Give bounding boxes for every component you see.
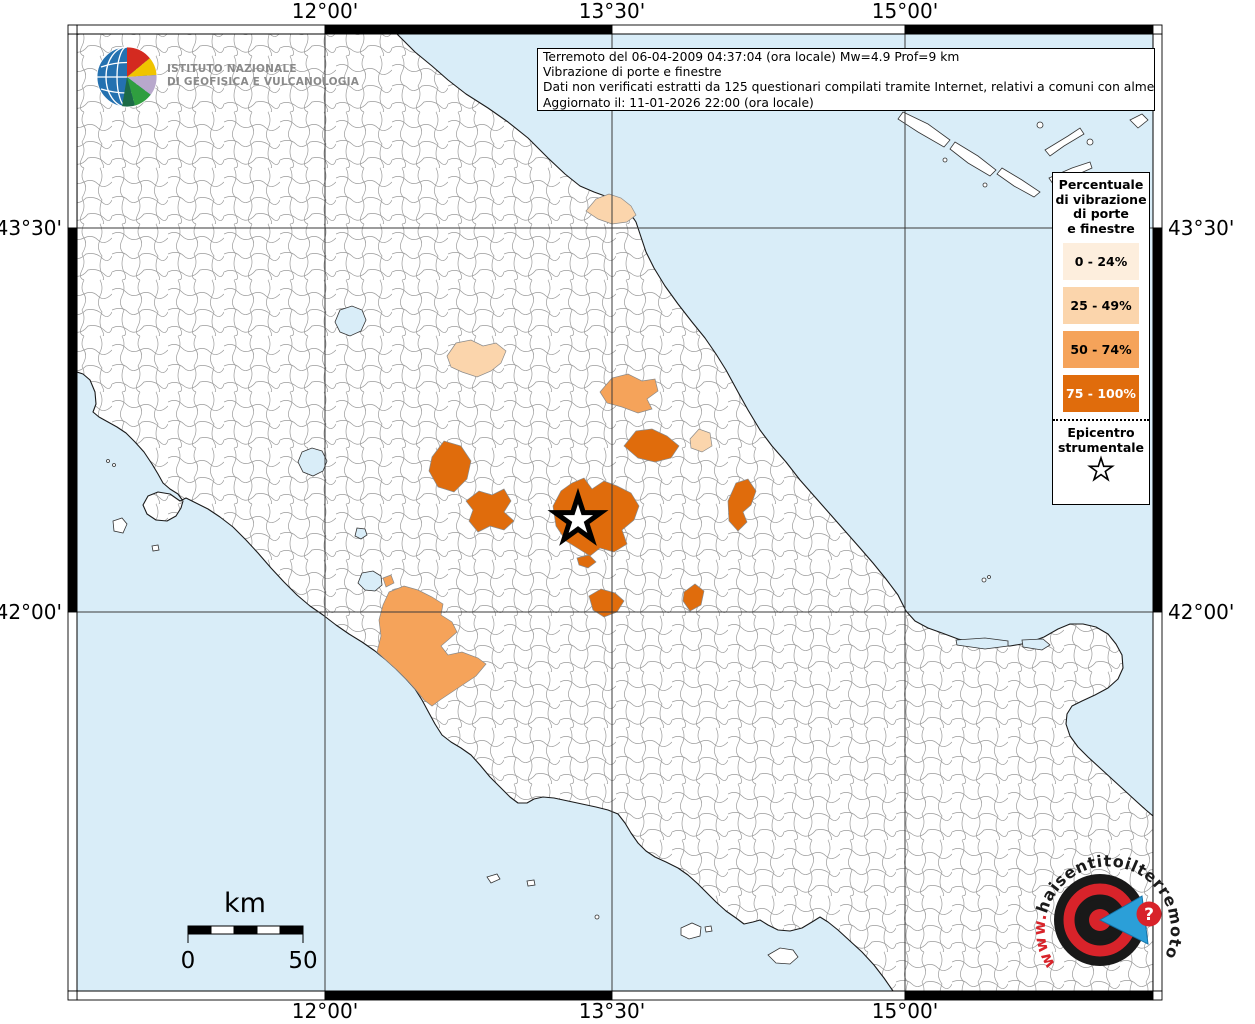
axis-top-lon-2: 13°30'	[579, 0, 645, 23]
croatian-islands	[897, 111, 1149, 198]
map-frame	[67, 24, 1163, 1001]
scale-bar: km 0 50	[181, 888, 318, 974]
legend-swatch-75-100: 75 - 100%	[1063, 375, 1139, 412]
axis-top-lon-1: 12°00'	[292, 0, 358, 23]
municipalities-50-74	[376, 373, 659, 707]
epicenter-star	[547, 487, 609, 546]
earthquake-info-box: Terremoto del 06-04-2009 04:37:04 (ora l…	[537, 48, 1155, 111]
axis-bottom-lon-2: 13°30'	[579, 999, 645, 1023]
scale-bar-max: 50	[288, 948, 317, 974]
axis-right-lat-2: 42°00'	[1168, 600, 1234, 624]
legend-swatch-50-74: 50 - 74%	[1063, 331, 1139, 368]
axis-right-lat-1: 43°30'	[1168, 216, 1234, 240]
legend: Percentuale di vibrazione di porte e fin…	[1052, 172, 1150, 505]
legend-title-line1: Percentuale	[1058, 177, 1144, 192]
info-line-source: Dati non verificati estratti da 125 ques…	[543, 80, 1155, 95]
legend-epicenter-star-icon	[1087, 455, 1115, 482]
info-line-event: Terremoto del 06-04-2009 04:37:04 (ora l…	[543, 50, 960, 64]
scale-bar-unit: km	[224, 888, 266, 919]
ingv-logo: ISTITUTO NAZIONALE DI GEOFISICA E VULCAN…	[95, 45, 415, 113]
ingv-name-line1: ISTITUTO NAZIONALE	[167, 63, 297, 75]
ingv-name-line2: DI GEOFISICA E VULCANOLOGIA	[167, 76, 360, 88]
lakes	[297, 305, 1051, 680]
legend-title-line3: di porte	[1073, 206, 1129, 221]
legend-title-line4: e finestre	[1067, 220, 1135, 236]
ingv-globe-icon	[96, 46, 158, 108]
axis-bottom-lon-3: 15°00'	[872, 999, 938, 1023]
legend-swatch-0-24: 0 - 24%	[1063, 243, 1139, 280]
question-badge	[1136, 901, 1162, 927]
axis-bottom-lon-1: 12°00'	[292, 999, 358, 1023]
watermark-logo: ? www.haisentitoilterremoto.it	[1008, 823, 1188, 1010]
scale-bar-min: 0	[181, 948, 196, 974]
info-line-updated: Aggiornato il: 11-01-2026 22:00 (ora loc…	[543, 95, 814, 110]
axis-top-lon-3: 15°00'	[872, 0, 938, 23]
legend-epicenter-line2: strumentale	[1057, 440, 1145, 455]
legend-swatch-25-49: 25 - 49%	[1063, 287, 1139, 324]
legend-title-line2: di vibrazione	[1055, 191, 1147, 207]
info-line-effect: Vibrazione di porte e finestre	[543, 65, 722, 80]
graticule	[77, 34, 1153, 991]
haisentitoilterremoto-icon: ? www.haisentitoilterremoto.it	[1008, 823, 1185, 972]
axis-left-lat-2: 42°00'	[0, 600, 62, 624]
legend-epicenter-line1: Epicentro	[1067, 425, 1135, 440]
municipalities-25-49	[446, 193, 713, 453]
islands	[106, 459, 991, 965]
question-badge-glyph: ?	[1144, 905, 1154, 925]
legend-divider	[1053, 419, 1149, 421]
municipalities-75-100	[428, 428, 757, 618]
axis-left-lat-1: 43°30'	[0, 216, 62, 240]
